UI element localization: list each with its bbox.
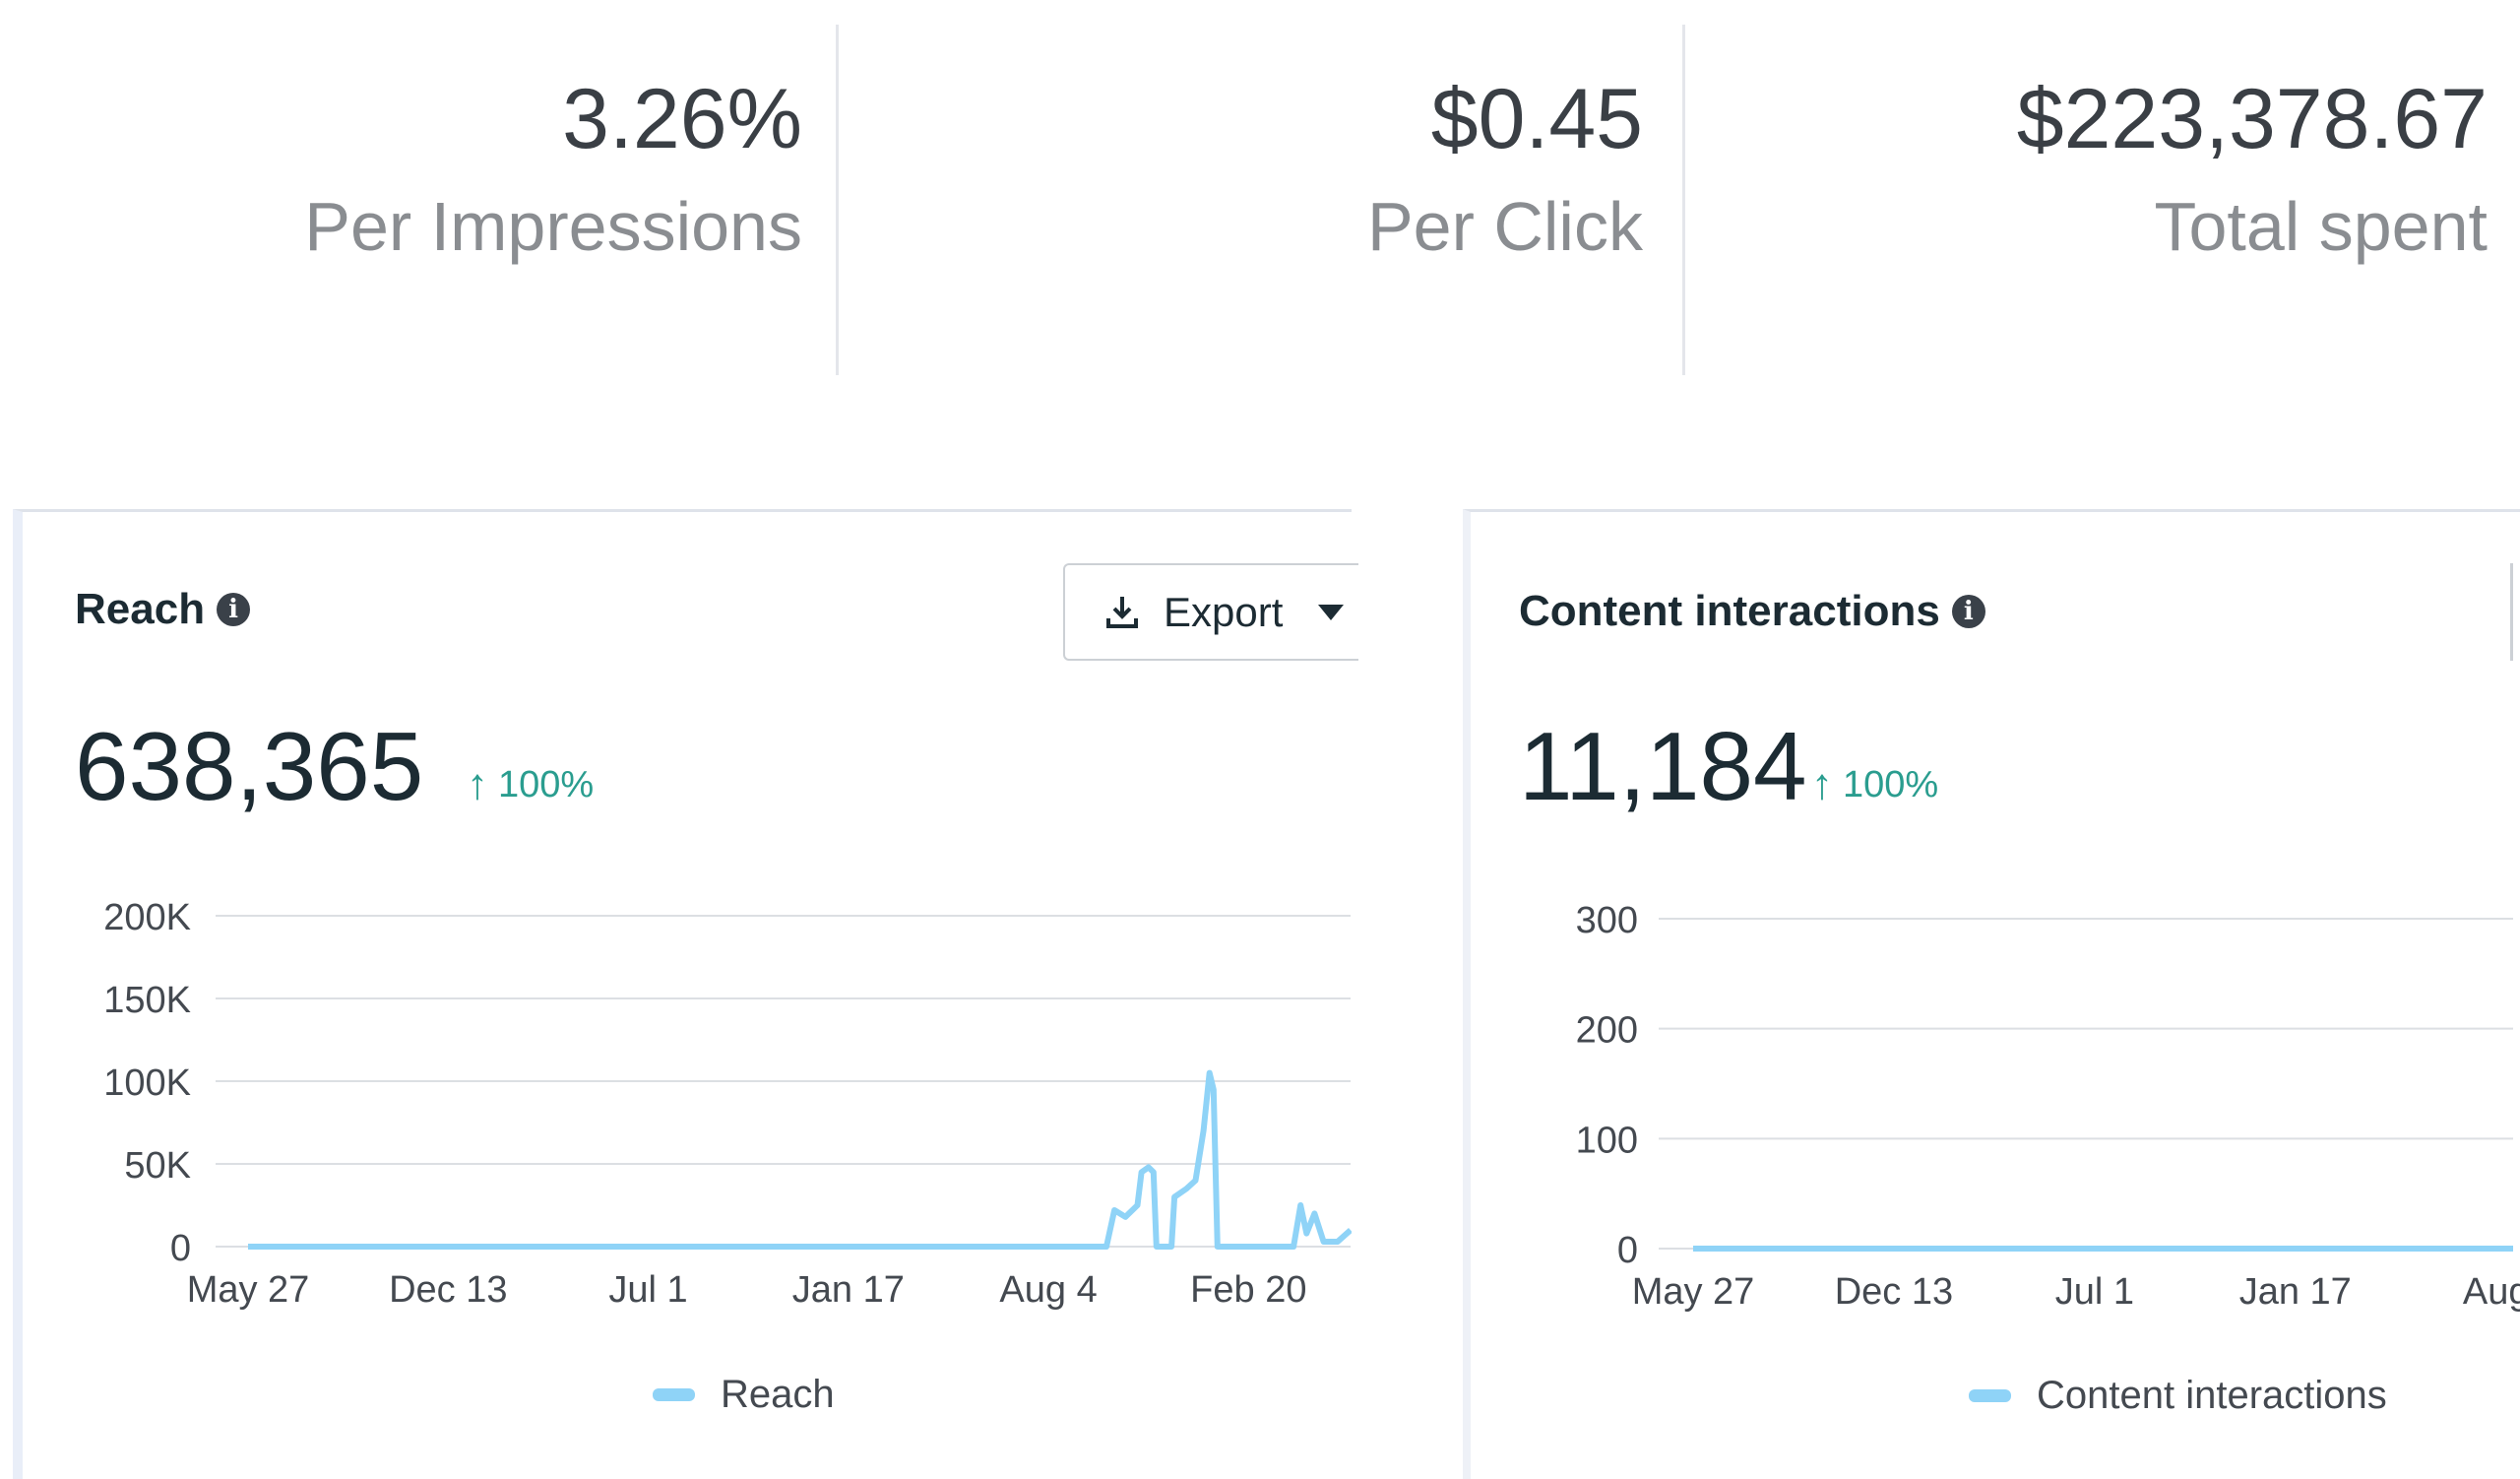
x-tick-label: Jan 17 [792, 1269, 905, 1311]
series-line-reach [248, 1069, 1352, 1250]
info-icon[interactable]: i [217, 593, 251, 626]
interactions-title-text: Content interactions [1519, 587, 1940, 635]
interactions-legend: Content interactions [1969, 1374, 2387, 1418]
stat-label: Per Impressions [304, 188, 802, 265]
arrow-up-icon: ↑ [467, 760, 488, 808]
stat-value: 3.26% [562, 72, 802, 166]
y-tick-label: 300 [1576, 900, 1638, 941]
legend-label: Reach [721, 1373, 835, 1416]
y-tick-label: 200 [1576, 1010, 1638, 1052]
arrow-up-icon: ↑ [1811, 760, 1833, 808]
reach-delta: ↑ 100% [467, 760, 594, 809]
y-tick-label: 150K [103, 980, 191, 1021]
x-tick-label: May 27 [1632, 1271, 1755, 1313]
x-tick-label: Dec 13 [389, 1269, 507, 1311]
legend-label: Content interactions [2037, 1374, 2387, 1417]
info-icon[interactable]: i [1951, 595, 1985, 628]
interactions-title: Content interactions i [1519, 587, 1985, 636]
y-tick-label: 0 [170, 1228, 191, 1269]
reach-title-text: Reach [75, 585, 206, 633]
y-tick-label: 50K [124, 1145, 191, 1187]
delta-percent: 100% [1843, 763, 1939, 805]
x-tick-label: Jul 1 [2055, 1271, 2134, 1313]
interactions-delta: ↑ 100% [1811, 760, 1938, 809]
reach-card [13, 509, 1352, 1479]
x-tick-label: Jul 1 [608, 1269, 687, 1311]
export-button[interactable]: Export [1063, 563, 1358, 661]
y-tick-label: 100 [1576, 1120, 1638, 1161]
reach-legend: Reach [653, 1373, 835, 1417]
x-tick-label: Dec 13 [1835, 1271, 1953, 1313]
stat-label: Per Click [1366, 188, 1643, 265]
legend-swatch [1969, 1389, 2011, 1402]
divider [836, 25, 839, 375]
clipped-button-edge [2510, 563, 2513, 661]
stat-label: Total spent [2154, 188, 2488, 265]
divider [1682, 25, 1685, 375]
stat-value: $223,378.67 [2016, 72, 2488, 166]
delta-percent: 100% [498, 763, 595, 805]
y-tick-label: 100K [103, 1062, 191, 1104]
reach-title: Reach i [75, 585, 251, 634]
caret-down-icon [1318, 604, 1345, 620]
legend-swatch [653, 1388, 695, 1401]
y-tick-label: 200K [103, 897, 191, 938]
content-interactions-card [1463, 509, 2520, 1479]
download-icon [1106, 596, 1138, 628]
x-tick-label: Jan 17 [2239, 1271, 2352, 1313]
x-tick-label: Aug 4 [999, 1269, 1097, 1311]
reach-value: 638,365 [75, 712, 424, 820]
x-tick-label: Aug [2463, 1271, 2520, 1313]
x-tick-label: Feb 20 [1190, 1269, 1306, 1311]
reach-chart: 0 50K 100K 150K 200K May 27 Dec 13 Jul 1 Jan 17 A… [103, 897, 1352, 1311]
y-tick-label: 0 [1617, 1230, 1638, 1271]
x-tick-label: May 27 [187, 1269, 310, 1311]
interactions-value: 11,184 [1519, 712, 1807, 820]
stat-value: $0.45 [1430, 72, 1643, 166]
export-label: Export [1164, 588, 1284, 635]
